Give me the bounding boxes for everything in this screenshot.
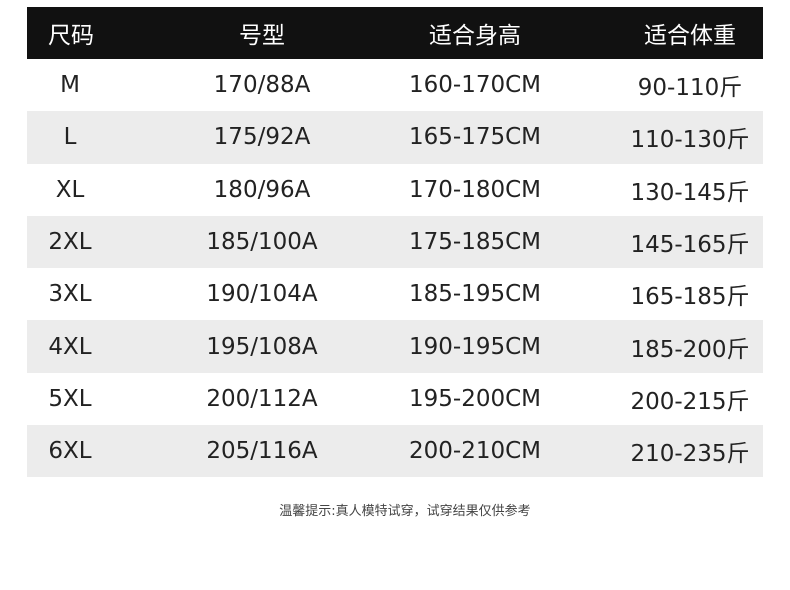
cell-size: XL <box>55 176 85 203</box>
cell-size: 4XL <box>48 333 92 360</box>
cell-height: 170-180CM <box>408 176 542 203</box>
cell-weight: 90-110斤 <box>637 75 743 102</box>
cell-height: 175-185CM <box>408 229 542 256</box>
table-header: 尺码 号型 适合身高 适合体重 <box>27 7 763 59</box>
header-model: 号型 <box>239 23 285 49</box>
table-row: 6XL 205/116A 200-210CM 210-235斤 <box>27 425 763 478</box>
cell-size: L <box>63 124 77 151</box>
cell-height: 165-175CM <box>408 124 542 151</box>
footer-note: 温馨提示:真人模特试穿，试穿结果仅供参考 <box>279 504 531 519</box>
cell-weight: 200-215斤 <box>630 388 750 415</box>
cell-model: 200/112A <box>206 385 318 412</box>
cell-height: 195-200CM <box>408 385 542 412</box>
cell-size: M <box>60 72 80 99</box>
cell-height: 190-195CM <box>408 333 542 360</box>
cell-height: 160-170CM <box>408 72 542 99</box>
cell-size: 5XL <box>48 385 92 412</box>
cell-weight: 130-145斤 <box>630 179 750 206</box>
cell-weight: 165-185斤 <box>630 284 750 311</box>
cell-height: 185-195CM <box>408 281 542 308</box>
cell-weight: 110-130斤 <box>630 127 750 154</box>
table-row: 5XL 200/112A 195-200CM 200-215斤 <box>27 373 763 425</box>
table-row: L 175/92A 165-175CM 110-130斤 <box>27 111 763 164</box>
size-chart-table: 尺码 号型 适合身高 适合体重 M 170/88A 160-170CM 90-110斤… <box>27 7 763 478</box>
cell-size: 2XL <box>48 229 92 256</box>
cell-model: 175/92A <box>213 124 311 151</box>
table-row: M 170/88A 160-170CM 90-110斤 <box>27 59 763 111</box>
cell-model: 190/104A <box>206 281 318 308</box>
cell-weight: 185-200斤 <box>630 336 750 363</box>
cell-model: 185/100A <box>206 229 318 256</box>
header-weight: 适合体重 <box>644 23 736 49</box>
table-row: XL 180/96A 170-180CM 130-145斤 <box>27 164 763 216</box>
cell-model: 170/88A <box>213 72 311 99</box>
table-row: 4XL 195/108A 190-195CM 185-200斤 <box>27 320 763 373</box>
cell-size: 6XL <box>48 438 92 465</box>
cell-weight: 210-235斤 <box>630 441 750 468</box>
table-row: 3XL 190/104A 185-195CM 165-185斤 <box>27 268 763 320</box>
header-size: 尺码 <box>48 23 94 49</box>
cell-model: 180/96A <box>213 176 311 203</box>
cell-model: 195/108A <box>206 333 318 360</box>
cell-height: 200-210CM <box>408 438 542 465</box>
table-row: 2XL 185/100A 175-185CM 145-165斤 <box>27 215 763 269</box>
cell-size: 3XL <box>48 281 92 308</box>
cell-weight: 145-165斤 <box>630 232 750 259</box>
cell-model: 205/116A <box>206 438 318 465</box>
header-height: 适合身高 <box>429 23 521 49</box>
